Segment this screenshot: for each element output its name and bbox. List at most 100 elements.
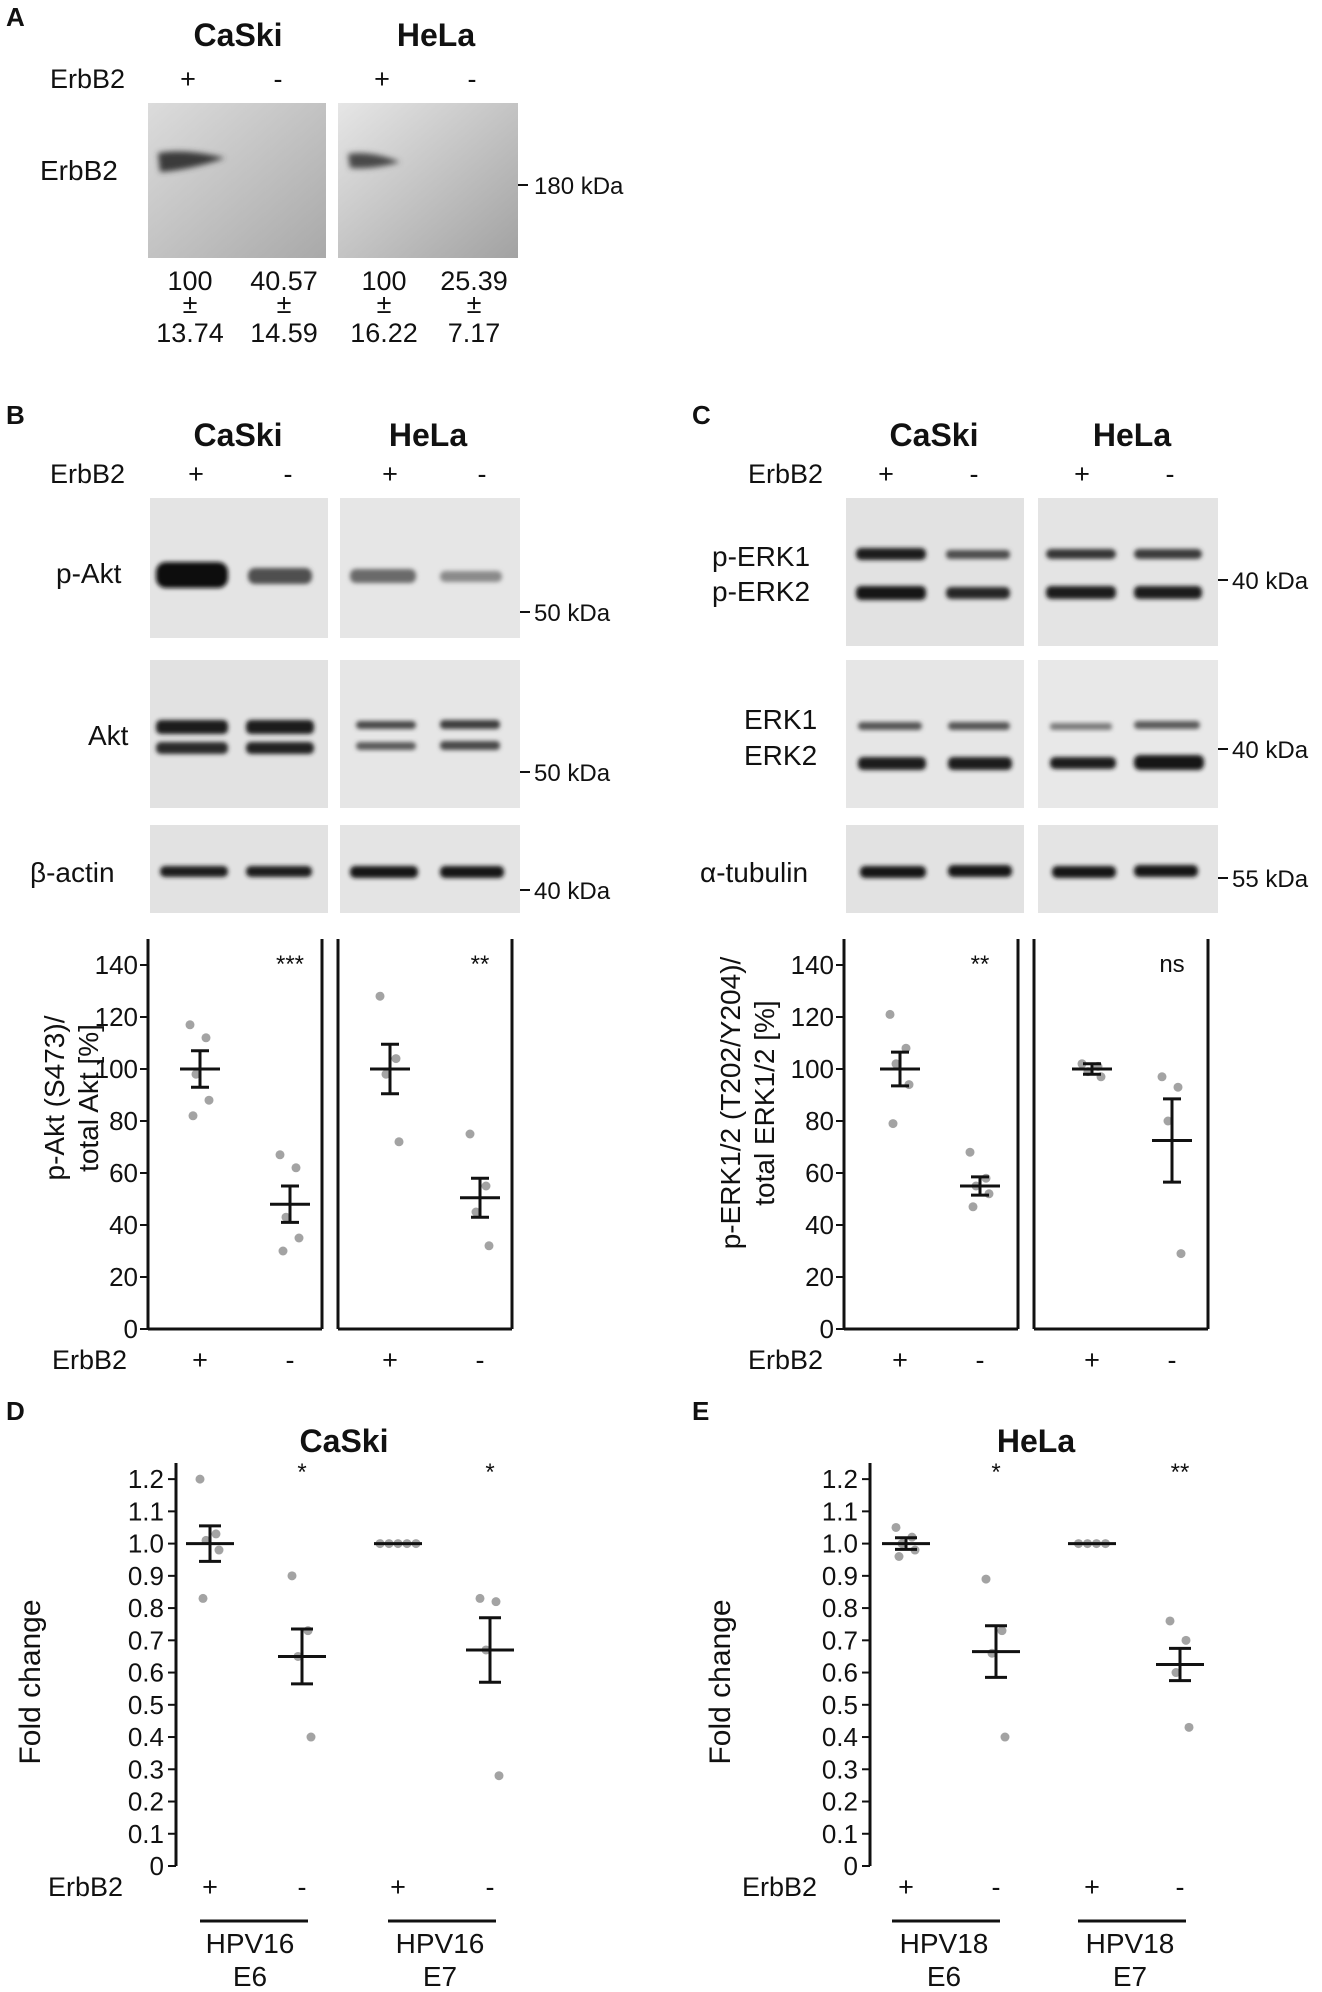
- erbb2-row-label: ErbB2: [748, 459, 823, 489]
- blot-band: [356, 721, 416, 729]
- marker-label: 40 kDa: [534, 878, 611, 905]
- blot-band: [858, 722, 922, 730]
- x-tick-label: -: [1176, 1872, 1185, 1902]
- y-tick-label: 0.7: [822, 1625, 858, 1655]
- data-point: [195, 1474, 205, 1484]
- data-point: [968, 1202, 978, 1212]
- y-tick-label: 0.1: [128, 1819, 164, 1849]
- data-point: [901, 1043, 911, 1053]
- data-point: [484, 1241, 494, 1251]
- lane-sign: -: [274, 64, 283, 94]
- x-tick-label: -: [992, 1872, 1001, 1902]
- lane-sign: +: [878, 459, 894, 489]
- lane-sign: -: [478, 459, 487, 489]
- panel-b-plot: p-Akt (S473)/ total Akt [%] ErbB2 0 20 40 6…: [39, 939, 514, 1375]
- blot-band: [440, 866, 504, 878]
- blot-membrane: [846, 498, 1024, 646]
- panel-c-plot: p-ERK1/2 (T202/Y204)/ total ERK1/2 [%] E…: [715, 939, 1210, 1375]
- data-point: [188, 1111, 198, 1121]
- data-point: [294, 1233, 304, 1243]
- x-tick-label: +: [202, 1872, 218, 1902]
- blot-band: [858, 757, 926, 770]
- blot-band: [1046, 586, 1116, 599]
- lane-sign: +: [382, 459, 398, 489]
- y-axis-label: Fold change: [704, 1599, 737, 1764]
- blot-band: [156, 562, 228, 588]
- significance-label: **: [971, 951, 990, 978]
- data-point: [391, 1054, 401, 1064]
- data-point: [1171, 1668, 1181, 1678]
- data-point: [281, 1212, 291, 1222]
- cell-line-hela: HeLa: [397, 17, 475, 53]
- group-label-line1: HPV18: [900, 1928, 989, 1959]
- blot-band: [440, 741, 500, 750]
- y-tick-label: 80: [109, 1106, 138, 1136]
- group-label-line1: HPV18: [1086, 1928, 1175, 1959]
- x-tick-label: -: [476, 1345, 485, 1375]
- blot-band: [1046, 549, 1116, 559]
- data-point: [1165, 1616, 1175, 1626]
- significance-label: **: [471, 951, 490, 978]
- data-point: [1176, 1249, 1186, 1259]
- y-tick-label: 0.3: [128, 1754, 164, 1784]
- x-tick-label: +: [1084, 1872, 1100, 1902]
- significance-label: ns: [1159, 951, 1184, 978]
- blot-membrane: [148, 103, 326, 258]
- y-tick-label: 0.2: [822, 1787, 858, 1817]
- significance-label: *: [297, 1459, 306, 1486]
- blot-membrane: [1038, 498, 1218, 646]
- lane-sign: +: [188, 459, 204, 489]
- blot-band: [1134, 755, 1204, 770]
- data-point: [1157, 1072, 1167, 1082]
- erbb2-row-label: ErbB2: [50, 64, 125, 94]
- lane-sign: +: [180, 64, 196, 94]
- quant-sem: 16.22: [350, 318, 418, 348]
- data-point: [475, 1593, 485, 1603]
- blot-band: [246, 742, 314, 754]
- blot-band: [350, 866, 418, 878]
- y-tick-label: 120: [95, 1002, 138, 1032]
- data-point: [306, 1732, 316, 1742]
- erbb2-row-label: ErbB2: [50, 459, 125, 489]
- y-tick-label: 0.7: [128, 1625, 164, 1655]
- panel-letter-a: A: [6, 2, 25, 32]
- blot-band: [1134, 865, 1198, 877]
- y-tick-label: 120: [791, 1002, 834, 1032]
- y-tick-label: 60: [109, 1158, 138, 1188]
- blot-band: [860, 866, 926, 878]
- data-point: [394, 1137, 404, 1147]
- quant-mean: 100: [167, 266, 212, 296]
- blot-band: [948, 757, 1012, 770]
- y-tick-label: 0: [124, 1314, 138, 1344]
- blot-band: [350, 569, 416, 583]
- plot-area: 0 20 40 60 80 100 120 140 + ** - + ns -: [791, 939, 1210, 1375]
- blot-band: [1134, 549, 1202, 559]
- y-tick-label: 0.6: [822, 1658, 858, 1688]
- data-point: [185, 1020, 195, 1030]
- lane-sign: +: [1074, 459, 1090, 489]
- data-point: [291, 1163, 301, 1173]
- y-axis-label-line1: p-ERK1/2 (T202/Y204)/: [715, 956, 746, 1249]
- blot-band: [248, 568, 312, 584]
- panel-letter-c: C: [692, 400, 711, 430]
- y-tick-label: 0.5: [128, 1690, 164, 1720]
- y-tick-label: 1.2: [822, 1464, 858, 1494]
- blot-band: [1050, 723, 1112, 730]
- blot-band: [158, 151, 225, 172]
- quant-pm: ±: [183, 289, 198, 319]
- plot-area: 00.10.20.30.40.50.60.70.80.91.01.11.2 + * -…: [128, 1459, 514, 1902]
- blot-band: [156, 720, 228, 734]
- panel-letter-e: E: [692, 1396, 709, 1426]
- blot-label-p-erk2: p-ERK2: [712, 576, 810, 607]
- marker-label: 50 kDa: [534, 600, 611, 627]
- data-point: [885, 1009, 895, 1019]
- blot-band: [156, 742, 228, 754]
- blot-label-p-erk1: p-ERK1: [712, 541, 810, 572]
- quant-mean: 40.57: [250, 266, 318, 296]
- group-label-line1: HPV16: [396, 1928, 485, 1959]
- marker-label: 50 kDa: [534, 760, 611, 787]
- blot-membrane: [846, 660, 1024, 808]
- y-tick-label: 80: [805, 1106, 834, 1136]
- y-tick-label: 0.6: [128, 1658, 164, 1688]
